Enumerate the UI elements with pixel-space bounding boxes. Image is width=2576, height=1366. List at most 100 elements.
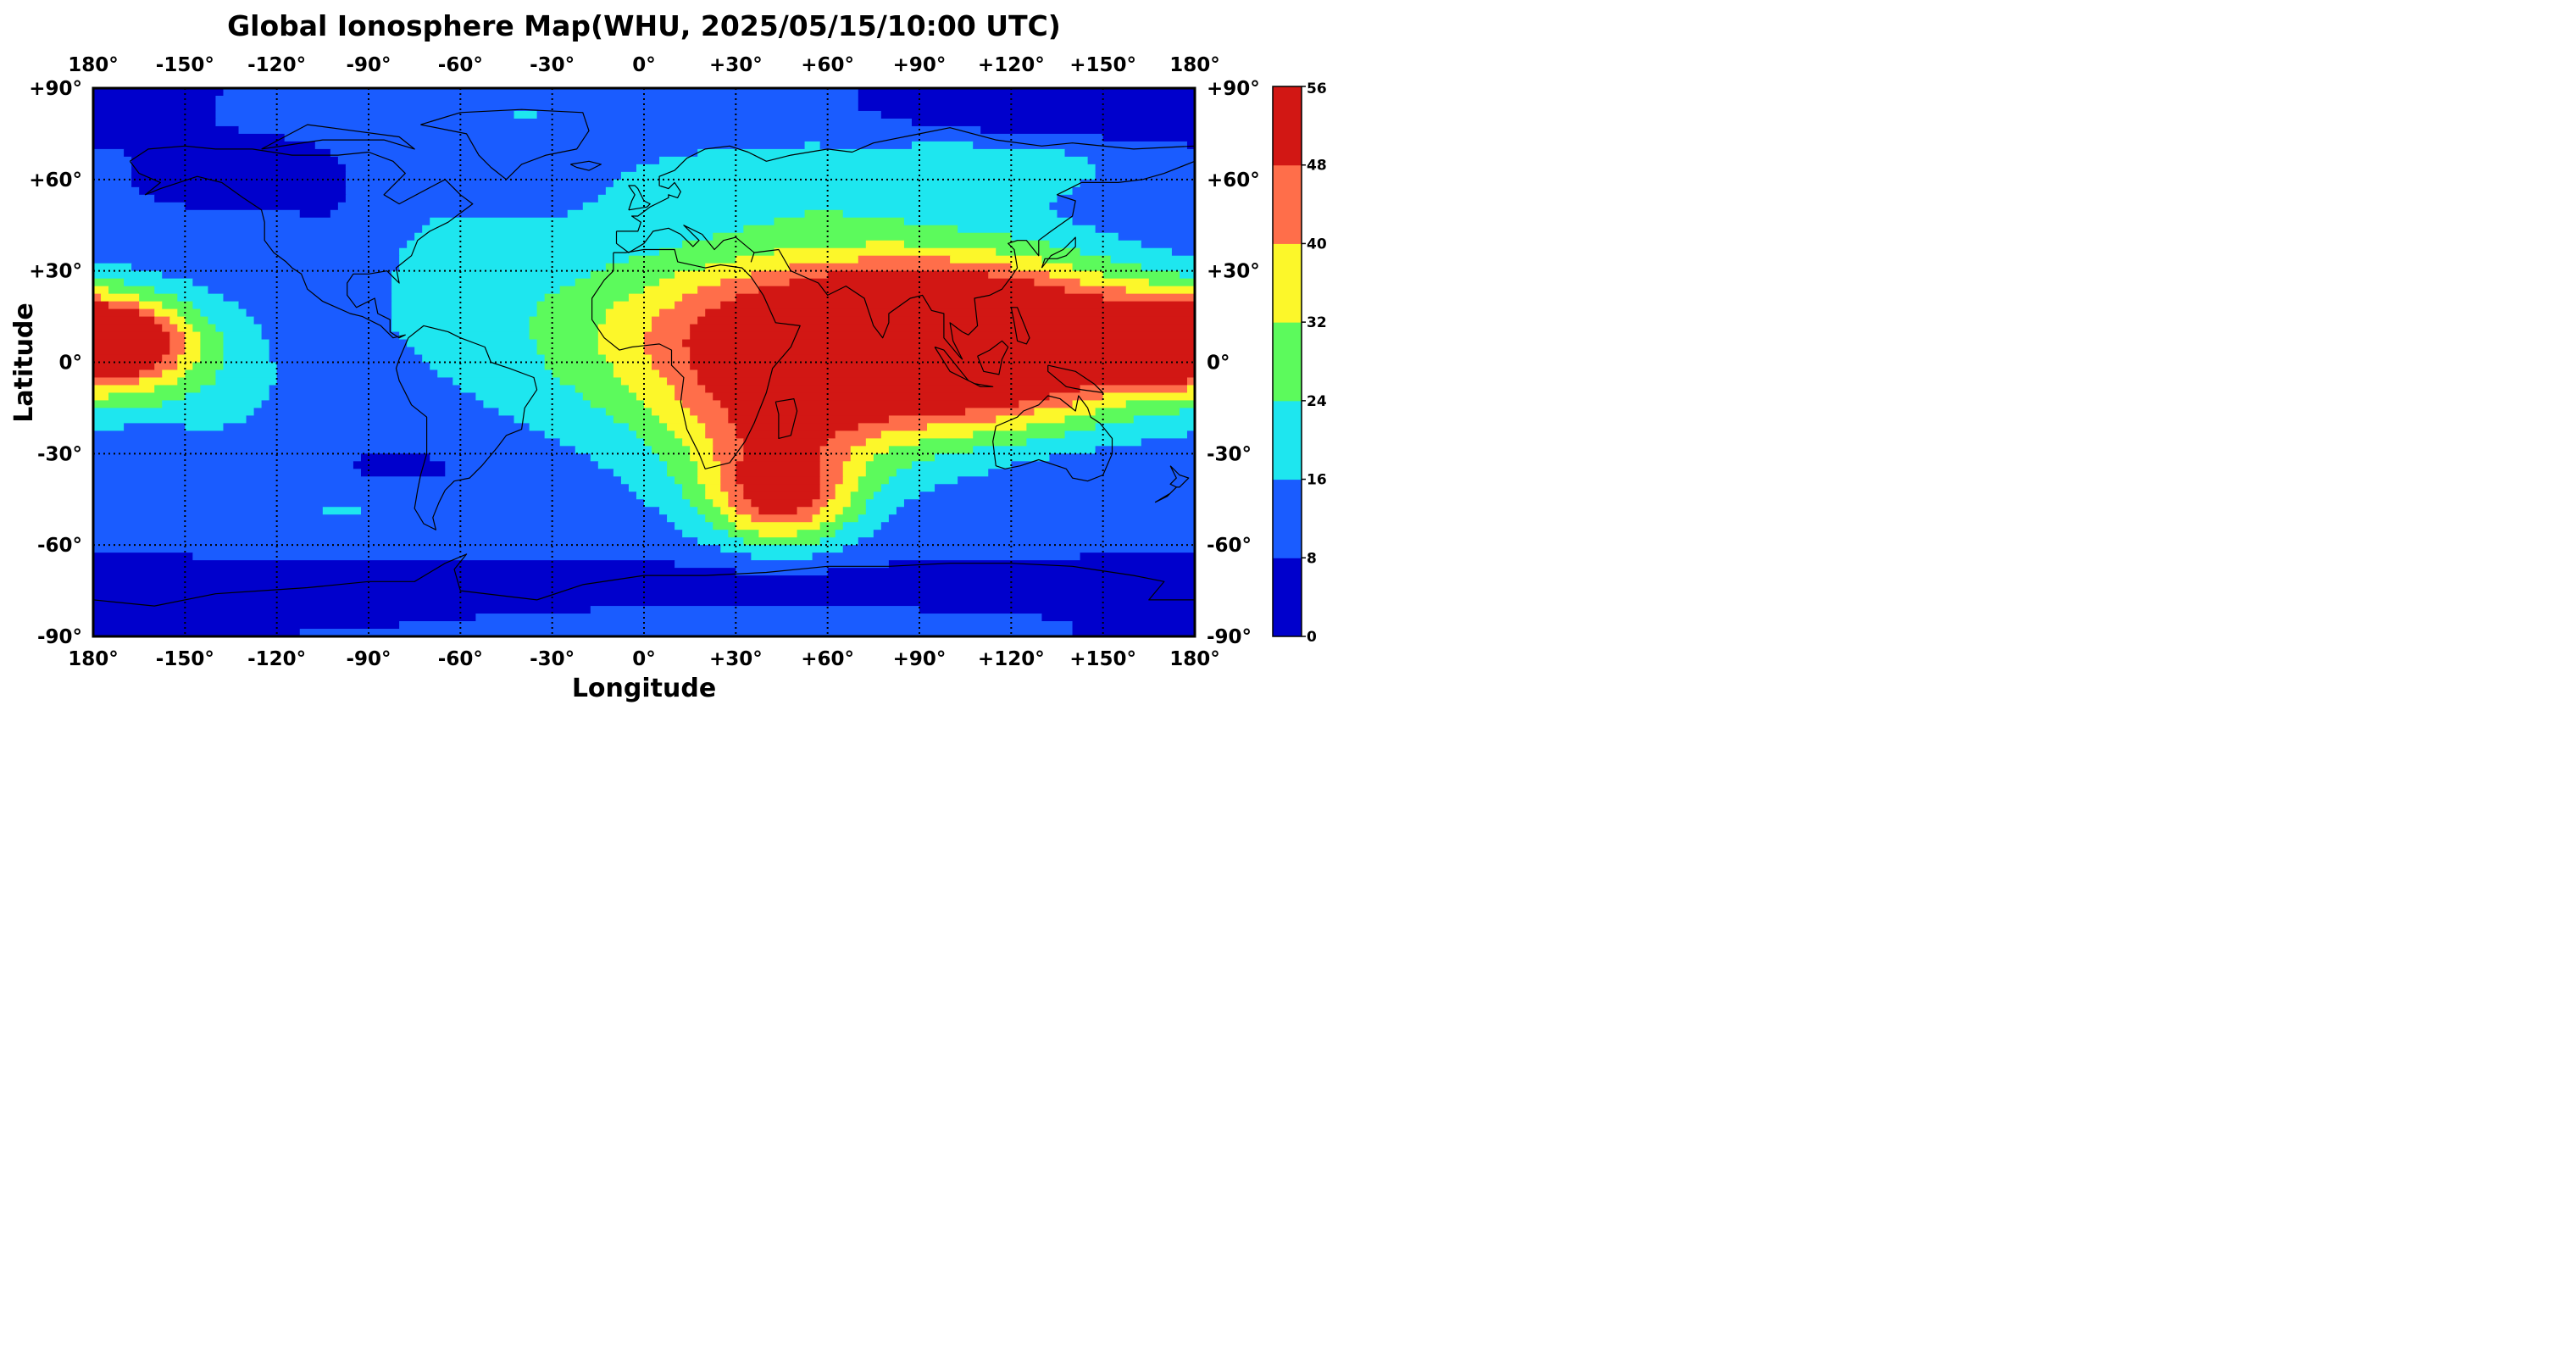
tec-cell	[154, 316, 170, 325]
tec-cell	[93, 217, 430, 226]
tec-cell	[185, 392, 270, 402]
tec-cell	[896, 469, 989, 477]
tec-cell	[935, 453, 1051, 462]
tec-cell	[644, 286, 698, 295]
tec-cell	[858, 514, 890, 523]
tec-cell	[200, 347, 225, 356]
tec-cell	[1095, 171, 1196, 180]
x-tick-labels-bottom: 180° -150° -120° -90° -60° -30° 0° +30° +60° +90°…	[68, 648, 1220, 670]
tec-cell	[690, 324, 1196, 333]
tec-cell	[728, 499, 752, 508]
tec-cell	[223, 362, 278, 371]
tec-cell	[139, 301, 163, 310]
tec-cell	[667, 461, 698, 469]
coastline	[1169, 465, 1190, 488]
y-tick-label: +30°	[1207, 261, 1260, 283]
tec-cell	[636, 164, 1096, 173]
tec-cell	[728, 514, 752, 523]
tec-cell	[536, 110, 882, 119]
tec-cell	[93, 194, 155, 203]
colorbar-segment	[1273, 243, 1302, 323]
tec-cell	[93, 202, 186, 211]
tec-cell	[93, 423, 125, 431]
x-tick-label: +150°	[1069, 54, 1136, 76]
tec-cell	[690, 362, 1196, 371]
tec-cell	[697, 476, 721, 485]
tec-cell	[697, 286, 760, 295]
y-tick-labels-left: +90° +60° +30° 0° -30° -60° -90°	[29, 78, 82, 648]
tec-cell	[842, 469, 867, 477]
tec-cell	[208, 286, 392, 295]
tec-cell	[93, 156, 132, 165]
tec-cell	[812, 553, 1081, 561]
tec-cell	[223, 331, 263, 341]
tec-cell	[1125, 400, 1196, 409]
tec-cell	[314, 141, 806, 150]
tec-cell	[322, 507, 362, 515]
tec-cell	[391, 316, 530, 325]
x-tick-label: +90°	[893, 54, 947, 76]
tec-cell	[1125, 286, 1196, 295]
tec-cell	[605, 354, 652, 364]
tec-cell	[644, 331, 691, 341]
tec-cell	[667, 514, 706, 523]
y-tick-label: -90°	[1207, 626, 1252, 648]
tec-cell	[1148, 278, 1196, 287]
tec-cell	[582, 392, 637, 402]
tec-cell	[93, 347, 170, 356]
tec-cell	[93, 621, 400, 630]
tec-cell	[996, 415, 1066, 424]
tec-cell	[1064, 148, 1196, 158]
tec-cell	[330, 209, 569, 219]
tec-cell	[299, 209, 331, 219]
tec-cell	[743, 446, 821, 454]
tec-cell	[697, 148, 1066, 158]
tec-cell	[1072, 263, 1142, 272]
tec-cell	[590, 270, 675, 280]
tec-cell	[215, 377, 278, 386]
tec-cell	[475, 614, 1043, 622]
tec-cell	[652, 324, 691, 333]
tec-cell	[736, 476, 821, 485]
tec-cell	[736, 469, 821, 477]
tec-cell	[613, 369, 660, 379]
tec-cell	[652, 362, 691, 371]
y-tick-label: -60°	[37, 535, 82, 557]
tec-cell	[1095, 446, 1196, 454]
tec-cell	[215, 324, 263, 333]
tec-cell	[154, 286, 209, 295]
coastline	[628, 185, 651, 211]
tec-cell	[690, 453, 713, 462]
tec-cell	[1057, 194, 1196, 203]
coastline	[968, 380, 994, 387]
tec-cell	[1080, 179, 1196, 188]
tec-cell	[988, 469, 1196, 477]
tec-cell	[597, 324, 652, 333]
x-tick-label: -60°	[438, 648, 483, 670]
tec-cell	[720, 484, 744, 492]
tec-cell	[353, 461, 446, 469]
y-tick-label: +60°	[29, 169, 82, 192]
tec-cell	[728, 530, 760, 538]
tec-cell	[391, 308, 538, 318]
tec-cell	[269, 392, 476, 402]
tec-cell	[1041, 614, 1196, 622]
colorbar-label: 8	[1307, 550, 1317, 567]
coastline	[420, 108, 590, 180]
tec-cell	[276, 362, 430, 371]
tec-cell	[858, 255, 951, 264]
y-tick-label: 0°	[58, 353, 82, 375]
x-tick-label: 180°	[68, 648, 119, 670]
tec-cell	[93, 484, 630, 492]
tec-cell	[628, 255, 736, 264]
tec-cell	[1102, 293, 1196, 303]
tec-cell	[659, 507, 698, 515]
tec-cell	[544, 293, 630, 303]
tec-cell	[1064, 430, 1188, 439]
tec-cell	[819, 141, 913, 150]
tec-cell	[1034, 408, 1096, 417]
tec-cell	[911, 461, 1012, 469]
tec-cell	[713, 232, 1012, 242]
tec-cell	[185, 339, 201, 348]
tec-cell	[131, 164, 347, 173]
